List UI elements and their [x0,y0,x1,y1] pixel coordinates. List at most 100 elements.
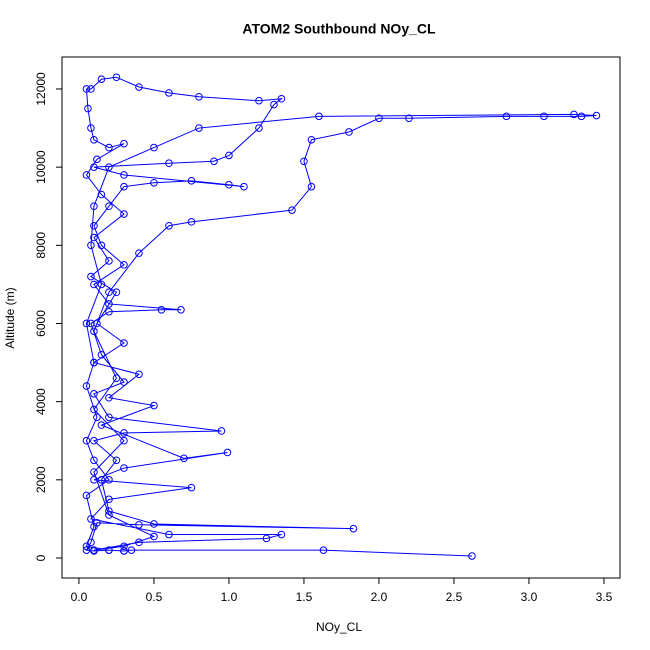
data-point [120,210,128,218]
data-point [277,530,286,539]
data-point [187,177,196,185]
y-tick-label: 10000 [34,150,48,184]
data-point [150,178,158,187]
data-point [120,171,128,179]
data-point [90,468,98,476]
data-point [135,520,143,529]
data-point [105,288,113,297]
data-point [120,429,128,437]
data-point [120,542,128,551]
x-axis-label: NOy_CL [316,620,362,634]
data-point [105,143,113,152]
data-point [90,221,98,230]
data-point [120,339,128,347]
data-point [97,75,106,84]
chart-title: ATOM2 Southbound NOy_CL [242,21,436,37]
data-point [319,546,328,554]
y-tick-label: 2000 [34,466,48,493]
data-point [82,171,91,179]
data-point [90,163,98,171]
x-tick-label: 1.0 [221,590,238,604]
data-point [577,112,586,121]
data-point [105,307,113,316]
data-point [300,157,308,166]
data-point [105,202,113,211]
data-point [217,427,226,435]
data-point [90,327,98,336]
data-point [82,319,91,328]
data-point [120,464,128,472]
data-point [375,114,383,123]
data-point [180,454,188,463]
data-point [277,94,286,103]
data-point [307,182,316,191]
data-point [90,390,98,398]
y-tick-label: 12000 [34,72,48,106]
x-tick-label: 2.0 [371,590,388,604]
data-point [105,393,113,402]
data-point [315,112,323,121]
data-point [468,552,476,560]
data-point [87,241,95,250]
data-point [127,546,136,554]
data-point [90,405,98,414]
data-point [135,370,143,379]
x-tick-label: 0.0 [71,590,88,604]
data-point [157,306,166,314]
data-point [195,92,203,101]
y-tick-label: 0 [34,554,48,561]
data-point [165,221,173,230]
data-point [120,182,128,191]
data-point [82,542,91,551]
data-point [82,85,91,93]
x-tick-label: 3.0 [521,590,538,604]
data-point [97,280,106,289]
data-point [165,159,173,168]
data-point [262,534,271,543]
data-point [105,300,113,308]
data-point [97,476,106,484]
data-line [85,76,597,557]
data-point [90,233,98,242]
data-point [105,511,113,519]
data-point [307,135,316,144]
data-point [97,421,106,429]
data-point [90,436,98,445]
data-point [105,163,113,171]
data-point [255,96,263,105]
data-point [112,456,121,465]
x-tick-label: 3.5 [596,590,613,604]
y-tick-label: 6000 [34,310,48,337]
data-point [90,546,98,554]
data-point [120,139,128,148]
data-point [120,261,128,269]
data-point [502,112,511,121]
x-tick-label: 1.5 [296,590,313,604]
data-point [82,382,91,390]
data-point [405,114,413,123]
data-point [349,524,358,533]
data-point [105,476,113,484]
y-tick-label: 4000 [34,388,48,415]
data-point [240,182,248,191]
data-point [540,112,548,121]
data-point [120,436,128,445]
data-point [135,538,143,547]
x-tick-label: 2.5 [446,590,463,604]
data-point [187,483,196,492]
data-point [84,104,92,113]
data-point [105,507,113,515]
data-point [87,85,95,93]
data-point [255,124,263,132]
data-point [270,100,278,109]
data-point [93,155,101,164]
data-point [90,202,98,211]
data-point [90,456,98,465]
data-point [87,515,95,523]
data-point [112,374,121,382]
data-point [345,128,353,136]
data-point [288,206,296,214]
data-point [187,218,196,226]
